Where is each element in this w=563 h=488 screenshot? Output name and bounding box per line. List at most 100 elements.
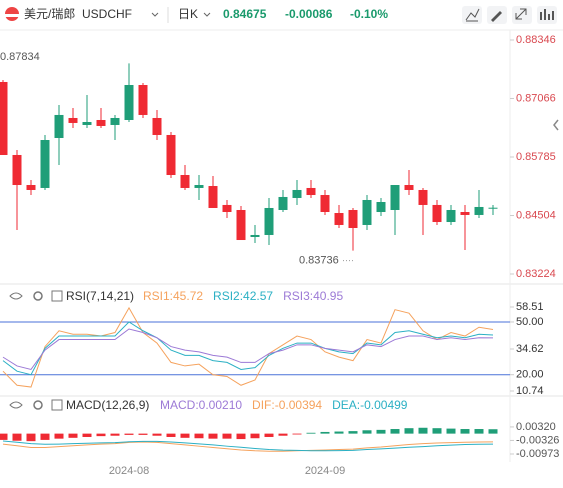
macd-bar — [68, 433, 78, 438]
macd-bar — [488, 429, 498, 434]
candle-body — [68, 117, 78, 123]
candle-body — [376, 202, 386, 213]
macd-bar — [306, 432, 316, 434]
macd-bar — [180, 433, 190, 438]
tool-icon — [515, 8, 527, 20]
candle-body — [292, 189, 302, 198]
macd-bar — [124, 433, 134, 435]
y-tick-label: 10.74 — [516, 385, 544, 397]
macd-bar — [362, 430, 372, 434]
candle-body — [348, 209, 358, 228]
price: 0.84675 — [223, 7, 267, 21]
gear-icon[interactable] — [33, 291, 43, 301]
macd-bar — [0, 433, 8, 440]
rsi-line — [2, 328, 494, 371]
indicator-title: RSI(7,14,21) — [66, 289, 134, 303]
y-tick-label: 34.62 — [516, 343, 544, 355]
candle-body — [138, 85, 148, 115]
legend-entry: RSI1:45.72 — [143, 289, 203, 303]
macd-bar — [166, 433, 176, 437]
period[interactable]: 日K — [178, 7, 198, 21]
macd-bar — [236, 433, 246, 440]
candle-body — [0, 81, 8, 155]
macd-bar — [222, 433, 232, 439]
candle-body — [404, 185, 414, 190]
candle-body — [194, 185, 204, 188]
candle-body — [180, 175, 190, 188]
macd-bar — [54, 433, 64, 439]
candle-body — [488, 207, 498, 209]
candle-body — [446, 209, 456, 223]
y-tick-label: 0.87066 — [516, 92, 556, 104]
macd-bar — [334, 431, 344, 434]
candle-body — [110, 117, 120, 125]
macd-bar — [82, 433, 92, 437]
candle-body — [278, 196, 288, 210]
y-tick-label: -0.00973 — [516, 448, 559, 460]
eye-icon[interactable] — [9, 292, 23, 300]
candle-body — [12, 154, 22, 186]
candle-body — [474, 206, 484, 215]
box-icon[interactable] — [51, 399, 63, 411]
candle-body — [390, 185, 400, 210]
pair-name: 美元/瑞郎 — [24, 7, 75, 21]
rsi-line — [2, 306, 494, 388]
macd-bar — [474, 429, 484, 434]
candle-body — [320, 195, 330, 213]
macd-bar — [446, 428, 456, 434]
candle-body — [54, 114, 64, 138]
legend-entry: MACD:0.00210 — [160, 398, 242, 412]
box-icon[interactable] — [51, 290, 63, 302]
candle-body — [250, 234, 260, 237]
indicator-title: MACD(12,26,9) — [66, 398, 149, 412]
candle-body — [152, 117, 162, 135]
tool-button[interactable] — [462, 6, 482, 24]
macd-bar — [278, 433, 288, 436]
dropdown[interactable] — [203, 12, 211, 17]
macd-bar — [194, 433, 204, 439]
macd-bar — [292, 433, 302, 435]
candle-body — [208, 186, 218, 208]
y-tick-label: 58.51 — [516, 301, 544, 313]
macd-bar — [208, 433, 218, 439]
macd-bar — [110, 433, 120, 436]
dropdown[interactable] — [151, 12, 159, 17]
symbol: USDCHF — [82, 7, 132, 21]
y-tick-label: 0.84504 — [516, 209, 556, 221]
candle-body — [26, 185, 36, 190]
x-tick-label: 2024-09 — [305, 465, 345, 477]
rsi-header: RSI(7,14,21) — [9, 289, 134, 303]
y-tick-label: -0.00326 — [516, 434, 559, 446]
macd-bar — [96, 433, 106, 437]
macd-bar — [152, 433, 162, 436]
candle-body — [124, 85, 134, 120]
macd-bar — [348, 431, 358, 434]
tool-icon — [491, 11, 502, 22]
candle-body — [236, 209, 246, 241]
candle-body — [362, 199, 372, 225]
legend-entry: RSI2:42.57 — [213, 289, 273, 303]
rsi-line — [2, 321, 494, 376]
macd-bar — [390, 429, 400, 434]
tool-icon — [540, 9, 554, 20]
macd-bar — [12, 433, 22, 441]
legend-entry: DEA:-0.00499 — [332, 398, 408, 412]
legend-entry: DIF:-0.00394 — [252, 398, 322, 412]
macd-bar — [320, 431, 330, 434]
candle-body — [334, 213, 344, 225]
candle-body — [306, 187, 316, 196]
change: -0.00086 — [285, 7, 333, 21]
macd-bar — [376, 429, 386, 434]
candle-body — [418, 189, 428, 205]
flag-stripe — [5, 14, 19, 17]
eye-icon[interactable] — [9, 401, 23, 409]
y-tick-label: 0.00320 — [516, 421, 556, 433]
header: 美元/瑞郎 USDCHF 日K 0.84675 -0.00086 -0.10% — [5, 6, 557, 24]
collapse-arrow[interactable] — [553, 119, 559, 131]
macd-line — [2, 441, 494, 452]
gear-icon[interactable] — [33, 400, 43, 410]
y-tick-label: 0.88346 — [516, 34, 556, 46]
candle-body — [264, 207, 274, 235]
candle-body — [82, 122, 92, 125]
